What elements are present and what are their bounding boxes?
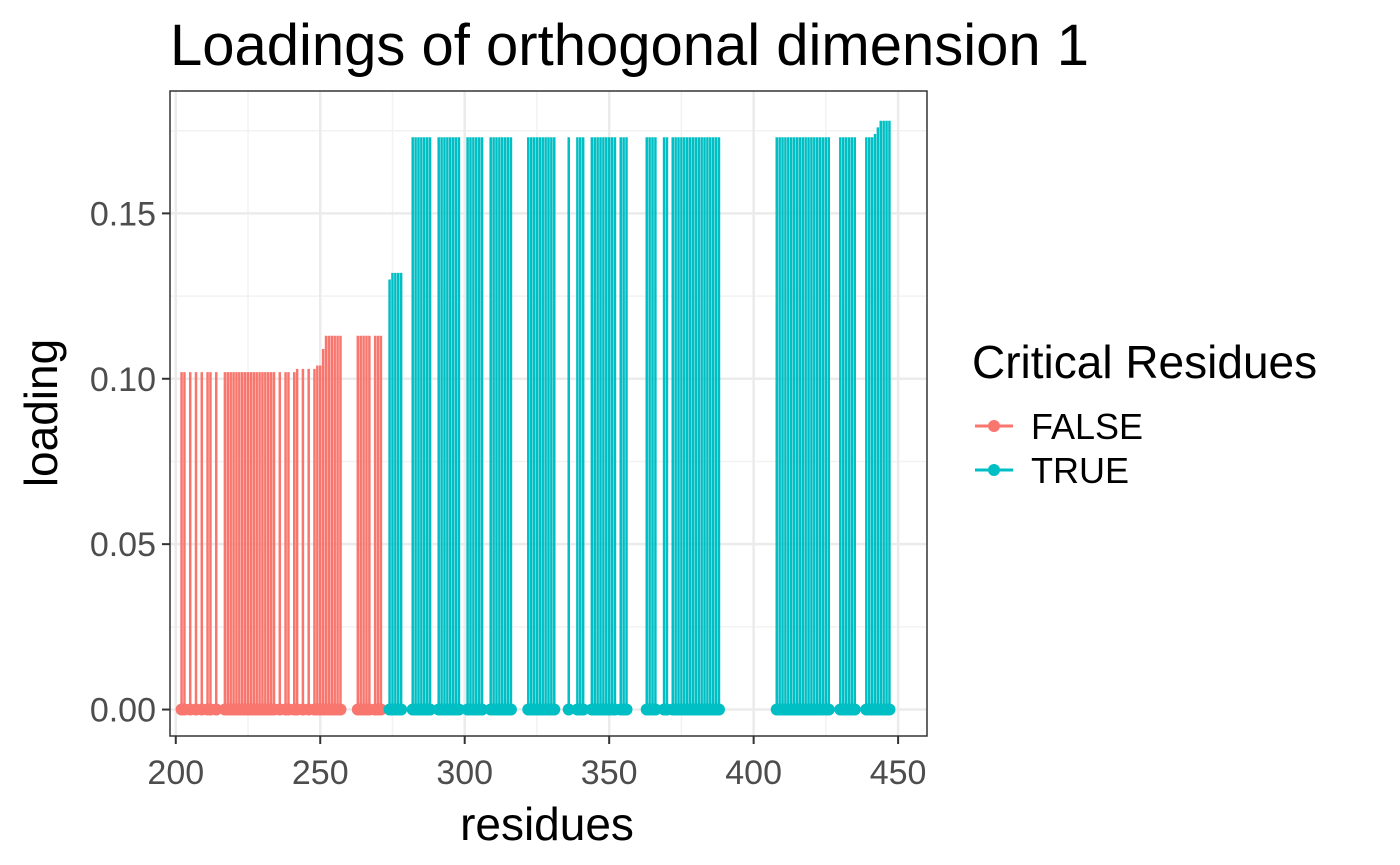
legend: Critical Residues FALSE TRUE: [972, 336, 1317, 491]
legend-item-false: FALSE: [975, 406, 1143, 447]
x-tick-label: 200: [147, 754, 204, 792]
legend-key-point-true: [988, 464, 1000, 476]
y-axis-title: loading: [15, 339, 67, 487]
zero-point: [395, 703, 408, 716]
legend-label-false: FALSE: [1031, 406, 1143, 447]
zero-point: [562, 703, 575, 716]
zero-point: [452, 703, 465, 716]
x-tick-label: 300: [436, 754, 493, 792]
legend-title: Critical Residues: [972, 336, 1317, 388]
zero-point: [649, 703, 662, 716]
y-tick-label: 0.00: [90, 692, 156, 730]
y-axis: 0.00 0.05 0.10 0.15: [90, 195, 170, 730]
zero-point: [424, 703, 437, 716]
series-true: [383, 120, 896, 716]
zero-point: [822, 703, 835, 716]
zero-point: [210, 703, 223, 716]
zero-point: [848, 703, 861, 716]
legend-item-true: TRUE: [975, 450, 1129, 491]
zero-point: [712, 703, 725, 716]
panel-border: [169, 90, 928, 737]
legend-label-true: TRUE: [1031, 450, 1129, 491]
y-tick-label: 0.05: [90, 526, 156, 564]
zero-point: [548, 703, 561, 716]
zero-point: [577, 703, 590, 716]
legend-key-point-false: [988, 420, 1000, 432]
zero-point: [504, 703, 517, 716]
x-axis: 200 250 300 350 400 450: [147, 736, 926, 792]
zero-point: [883, 703, 896, 716]
x-tick-label: 350: [581, 754, 638, 792]
series-false: [175, 335, 387, 716]
x-tick-label: 450: [870, 754, 927, 792]
chart-title: Loadings of orthogonal dimension 1: [170, 13, 1089, 78]
data-marks: [175, 120, 896, 716]
plot-panel: [169, 90, 928, 737]
zero-point: [620, 703, 633, 716]
y-tick-label: 0.10: [90, 361, 156, 399]
zero-point: [476, 703, 489, 716]
y-tick-label: 0.15: [90, 195, 156, 233]
zero-point: [374, 703, 387, 716]
zero-point: [334, 703, 347, 716]
x-tick-label: 400: [725, 754, 782, 792]
x-axis-title: residues: [460, 798, 634, 850]
x-tick-label: 250: [292, 754, 349, 792]
